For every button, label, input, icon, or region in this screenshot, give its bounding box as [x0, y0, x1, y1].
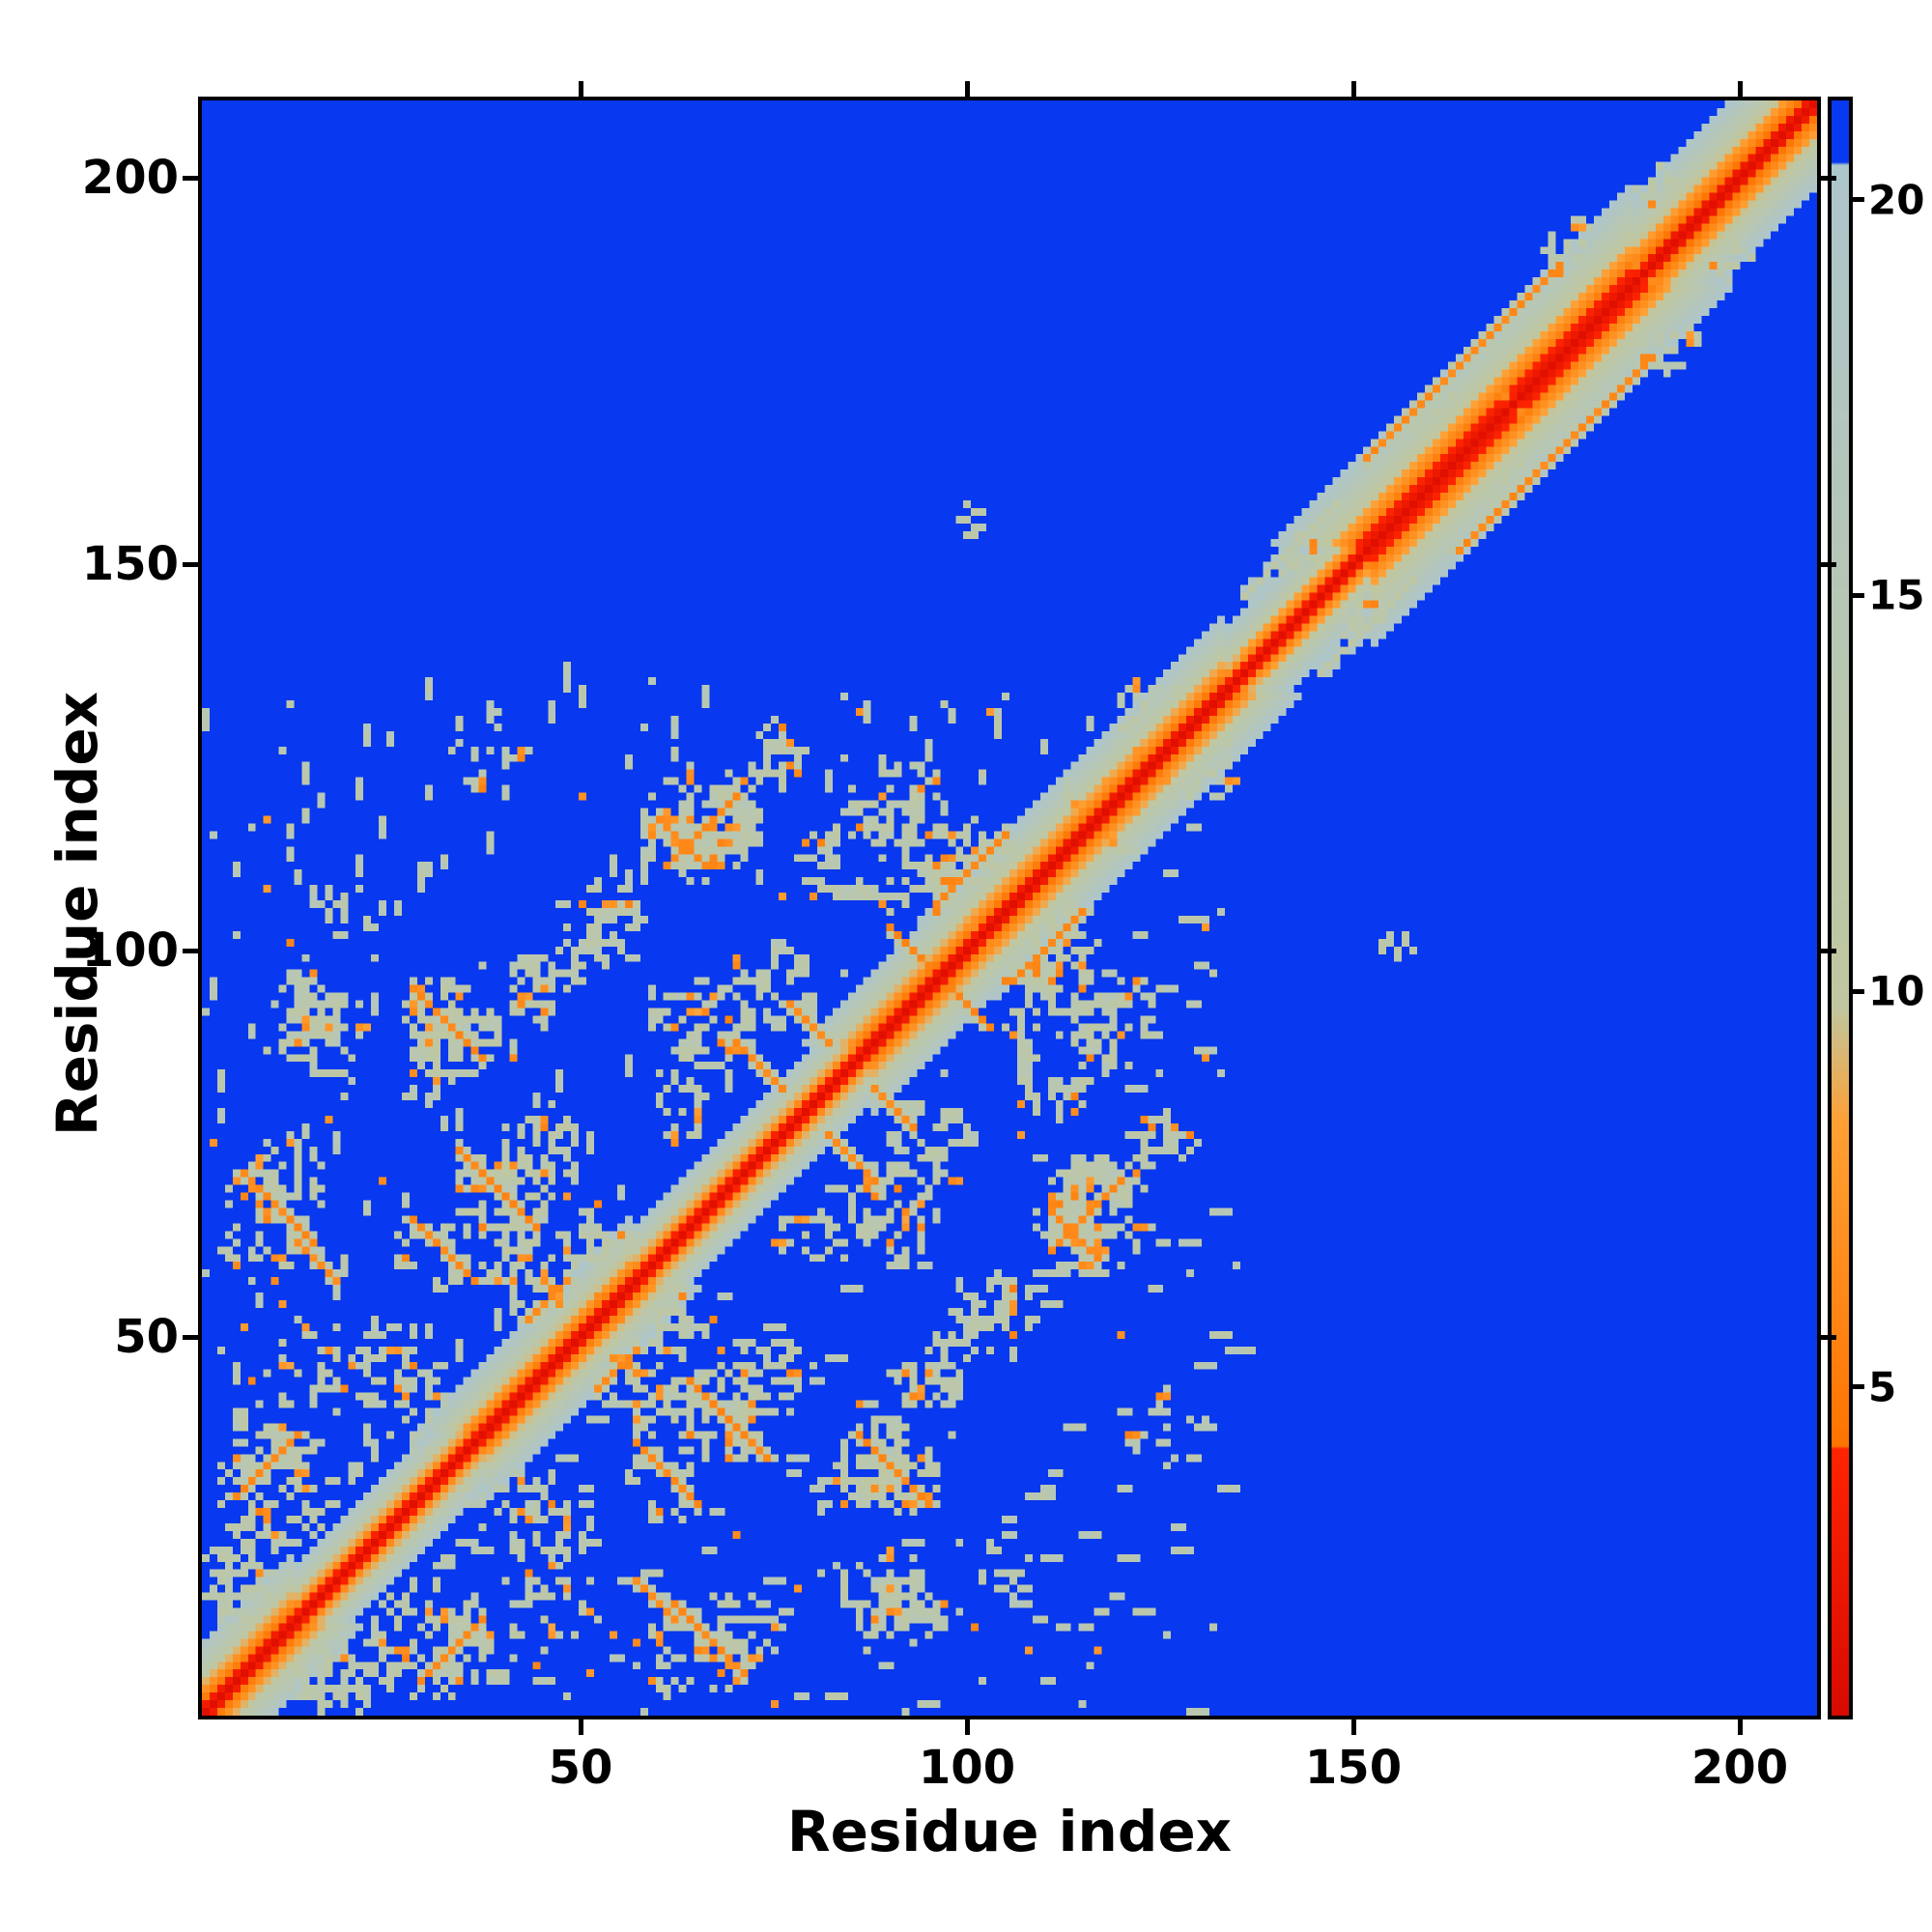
y-tick-mark-left: [183, 175, 198, 181]
colorbar-tick-label: 10: [1868, 967, 1925, 1015]
x-tick-label: 100: [918, 1741, 1016, 1795]
x-axis-label: Residue index: [786, 1799, 1233, 1864]
colorbar-tick-mark: [1853, 988, 1864, 994]
x-tick-label: 200: [1690, 1741, 1789, 1795]
x-tick-mark-bottom: [1350, 1719, 1356, 1735]
colorbar-tick-mark: [1853, 197, 1864, 203]
y-tick-label: 150: [81, 537, 179, 591]
colorbar-tick-label: 20: [1868, 176, 1925, 224]
y-tick-label: 100: [81, 923, 179, 978]
x-tick-label: 50: [548, 1741, 613, 1795]
colorbar-tick-mark: [1853, 592, 1864, 598]
y-tick-mark-left: [183, 948, 198, 953]
x-tick-mark-top: [1350, 81, 1356, 97]
x-tick-mark-bottom: [1737, 1719, 1743, 1735]
y-tick-label: 200: [81, 151, 179, 205]
y-tick-label: 50: [114, 1310, 179, 1364]
x-tick-label: 150: [1304, 1741, 1403, 1795]
y-tick-mark-right: [1821, 1334, 1836, 1340]
colorbar: [1828, 97, 1853, 1719]
heatmap-plot-area: [198, 97, 1821, 1719]
y-tick-mark-left: [183, 1334, 198, 1340]
y-axis-label: Residue index: [44, 691, 110, 1137]
y-tick-mark-right: [1821, 948, 1836, 953]
colorbar-canvas: [1832, 100, 1849, 1716]
colorbar-tick-mark: [1853, 1384, 1864, 1390]
y-tick-mark-right: [1821, 175, 1836, 181]
heatmap-canvas: [202, 100, 1817, 1716]
colorbar-tick-label: 5: [1868, 1363, 1897, 1411]
x-tick-mark-bottom: [578, 1719, 583, 1735]
y-tick-mark-right: [1821, 561, 1836, 567]
x-tick-mark-top: [1737, 81, 1743, 97]
x-tick-mark-bottom: [964, 1719, 970, 1735]
colorbar-tick-label: 15: [1868, 571, 1925, 619]
x-tick-mark-top: [964, 81, 970, 97]
y-tick-mark-left: [183, 561, 198, 567]
x-tick-mark-top: [578, 81, 583, 97]
